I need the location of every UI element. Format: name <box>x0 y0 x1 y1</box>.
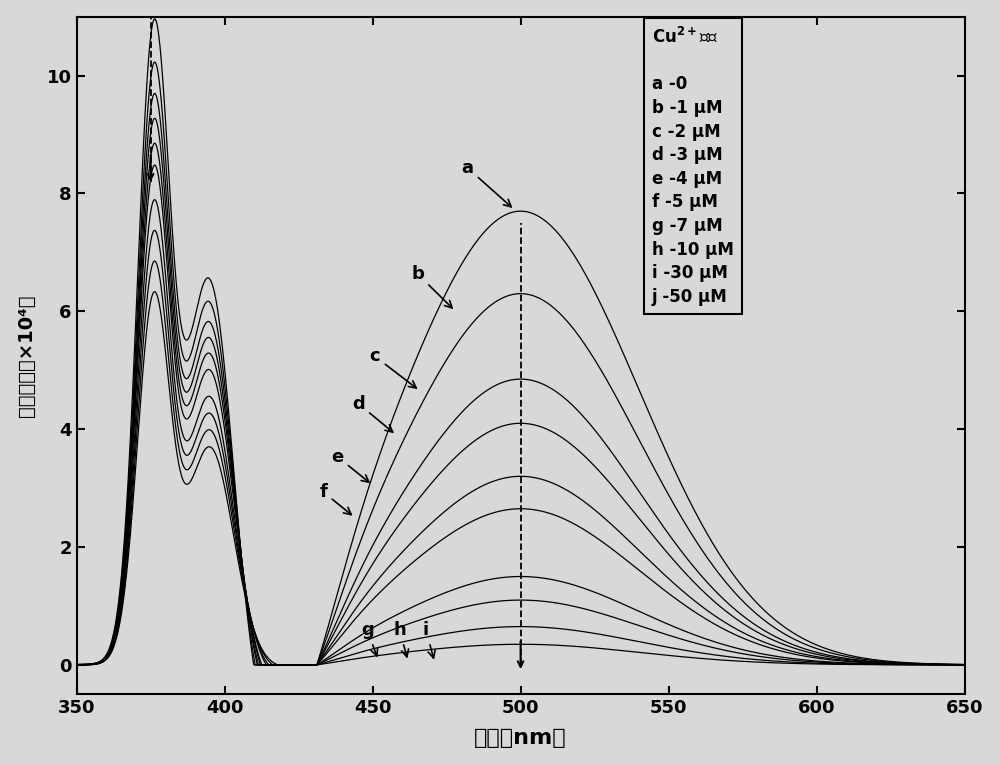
Text: $\mathbf{Cu^{2+}}$浓度

a -0
b -1 μM
c -2 μM
d -3 μM
e -4 μM
f -5 μM
g -7 μM
h -10: $\mathbf{Cu^{2+}}$浓度 a -0 b -1 μM c -2 μ… <box>652 27 734 306</box>
Text: e: e <box>331 448 369 482</box>
Text: f: f <box>319 483 351 515</box>
X-axis label: 波长（nm）: 波长（nm） <box>474 728 567 748</box>
Text: g: g <box>361 621 378 656</box>
Text: a: a <box>461 159 511 207</box>
Text: b: b <box>411 265 452 308</box>
Text: i: i <box>423 621 435 658</box>
Text: h: h <box>393 621 409 657</box>
Y-axis label: 荧光强度（×10⁴）: 荧光强度（×10⁴） <box>17 295 36 417</box>
Text: c: c <box>370 347 416 388</box>
Text: d: d <box>352 395 393 432</box>
